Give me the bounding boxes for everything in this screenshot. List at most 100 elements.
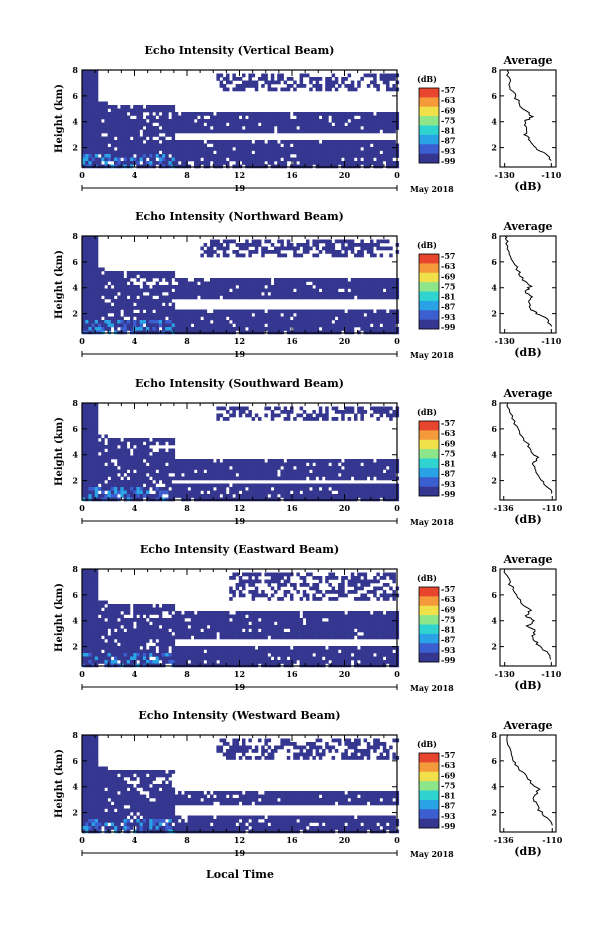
- heatmap-cell: [194, 313, 198, 317]
- heatmap-cell: [299, 84, 304, 88]
- heatmap-cell: [114, 302, 118, 307]
- heatmap-cell: [162, 271, 166, 275]
- heatmap-cell: [174, 278, 179, 282]
- heatmap-cell: [210, 313, 214, 317]
- x-tick-label: 0: [394, 503, 400, 513]
- heatmap-cell: [146, 441, 150, 446]
- heatmap-cell: [139, 115, 144, 120]
- heatmap-cell: [174, 292, 179, 296]
- heatmap-cell: [120, 466, 124, 470]
- heatmap-cell: [302, 154, 307, 158]
- heatmap-cell: [82, 614, 86, 619]
- heatmap-cell: [389, 288, 393, 293]
- heatmap-cell: [216, 161, 220, 165]
- heatmap-cell: [318, 154, 323, 158]
- heatmap-cell: [107, 462, 112, 467]
- heatmap-cell: [155, 306, 160, 310]
- heatmap-cell: [379, 157, 384, 162]
- heatmap-cell: [270, 309, 275, 314]
- heatmap-cell: [120, 452, 124, 456]
- heatmap-cell: [171, 483, 176, 488]
- heatmap-cell: [123, 115, 128, 120]
- heatmap-cell: [85, 115, 89, 120]
- heatmap-cell: [155, 323, 160, 328]
- heatmap-cell: [315, 327, 320, 331]
- heatmap-cell: [142, 271, 147, 275]
- colorbar-segment: [419, 300, 439, 311]
- heatmap-cell: [139, 494, 144, 498]
- heatmap-cell: [232, 87, 236, 92]
- heatmap-cell: [136, 466, 140, 470]
- heatmap-cell: [152, 105, 156, 109]
- heatmap-cell: [146, 476, 150, 481]
- heatmap-cell: [117, 157, 121, 162]
- heatmap-cell: [94, 445, 99, 449]
- heatmap-cell: [347, 483, 352, 488]
- heatmap-cell: [293, 126, 297, 130]
- heatmap-cell: [392, 161, 396, 165]
- heatmap-cell: [222, 126, 227, 130]
- heatmap-cell: [222, 140, 227, 144]
- heatmap-cell: [168, 497, 172, 502]
- heatmap-cell: [82, 129, 86, 134]
- heatmap-cell: [331, 473, 336, 477]
- heatmap-cell: [181, 330, 185, 335]
- heatmap-cell: [341, 77, 345, 81]
- heatmap-cell: [181, 462, 185, 467]
- heatmap-cell: [373, 126, 377, 130]
- heatmap-cell: [158, 278, 163, 282]
- heatmap-cell: [238, 473, 243, 477]
- heatmap-cell: [277, 285, 281, 289]
- heatmap-cell: [184, 476, 188, 481]
- heatmap-cell: [226, 309, 230, 314]
- heatmap-cell: [165, 459, 169, 463]
- heatmap-cell: [149, 108, 153, 113]
- heatmap-cell: [162, 480, 166, 484]
- heatmap-cell: [341, 143, 345, 148]
- heatmap-cell: [238, 129, 243, 134]
- heatmap-cell: [261, 473, 265, 477]
- heatmap-cell: [245, 497, 249, 502]
- heatmap-cell: [296, 150, 300, 155]
- heatmap-cell: [187, 147, 192, 151]
- heatmap-cell: [245, 157, 249, 162]
- heatmap-cell: [331, 112, 336, 116]
- heatmap-cell: [309, 157, 313, 162]
- heatmap-cell: [392, 459, 396, 463]
- heatmap-cell: [101, 278, 105, 282]
- heatmap-cell: [389, 483, 393, 488]
- heatmap-cell: [363, 285, 368, 289]
- heatmap-cell: [168, 133, 172, 137]
- heatmap-cell: [232, 476, 236, 481]
- heatmap-cell: [251, 494, 256, 498]
- heatmap-cell: [162, 497, 166, 502]
- heatmap-cell: [344, 239, 348, 244]
- heatmap-cell: [334, 410, 339, 414]
- heatmap-cell: [357, 122, 361, 127]
- heatmap-cell: [168, 274, 172, 279]
- heatmap-cell: [107, 483, 112, 488]
- heatmap-cell: [184, 316, 188, 321]
- heatmap-cell: [136, 306, 140, 310]
- heatmap-cell: [94, 264, 99, 268]
- heatmap-cell: [200, 327, 204, 331]
- heatmap-cell: [229, 316, 233, 321]
- heatmap-cell: [133, 285, 137, 289]
- heatmap-cell: [107, 288, 112, 293]
- heatmap-cell: [350, 154, 355, 158]
- heatmap-cell: [280, 292, 284, 296]
- heatmap-cell: [235, 476, 240, 481]
- heatmap-cell: [363, 129, 368, 134]
- heatmap-cell: [235, 143, 240, 148]
- heatmap-cell: [149, 497, 153, 502]
- heatmap-cell: [123, 320, 128, 324]
- heatmap-cell: [168, 295, 172, 300]
- heatmap-cell: [267, 115, 272, 120]
- heatmap-cell: [229, 278, 233, 282]
- heatmap-cell: [158, 476, 163, 481]
- heatmap-cell: [136, 313, 140, 317]
- heatmap-cell: [210, 316, 214, 321]
- heatmap-cell: [146, 327, 150, 331]
- heatmap-cell: [229, 490, 233, 495]
- heatmap-cell: [123, 327, 128, 331]
